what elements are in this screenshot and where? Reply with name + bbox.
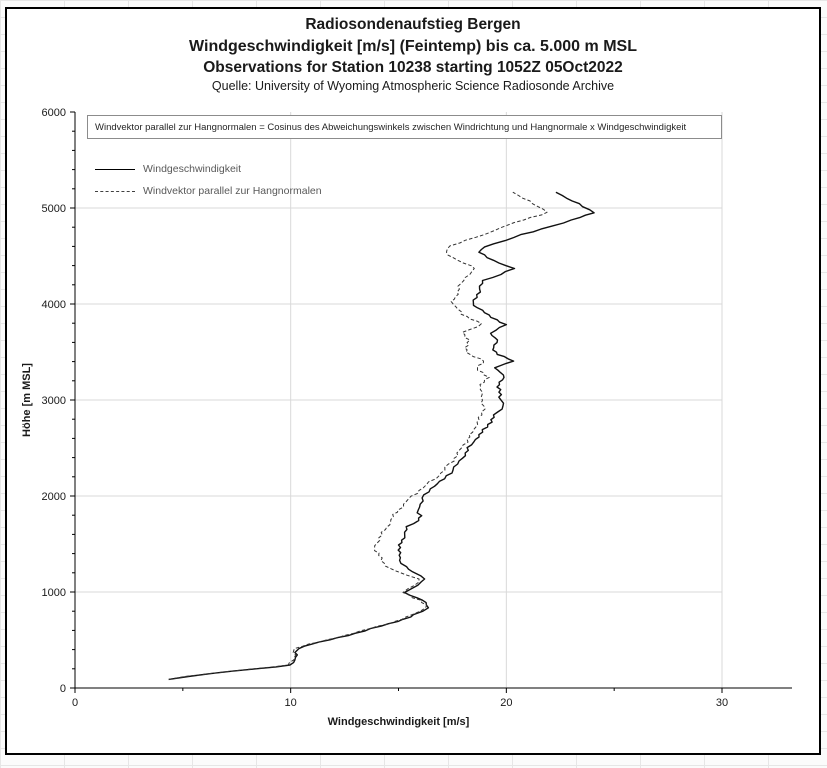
chart-area: Radiosondenaufstieg Bergen Windgeschwind… [5, 7, 821, 755]
chart-title-block: Radiosondenaufstieg Bergen Windgeschwind… [7, 15, 819, 96]
annotation-text: Windvektor parallel zur Hangnormalen = C… [95, 121, 687, 133]
legend-dashed-line-swatch [95, 190, 135, 192]
series-windvektor-parallel-hangnormale [168, 191, 548, 680]
chart-title-line1: Radiosondenaufstieg Bergen [305, 16, 521, 33]
y-tick-label: 4000 [42, 299, 66, 311]
legend: Windgeschwindigkeit Windvektor parallel … [95, 158, 322, 202]
legend-item-windvektor: Windvektor parallel zur Hangnormalen [95, 180, 322, 202]
legend-item-windgeschwindigkeit: Windgeschwindigkeit [95, 158, 322, 180]
chart-title-line2: Windgeschwindigkeit [m/s] (Feintemp) bis… [189, 37, 637, 55]
x-tick-label: 0 [72, 697, 78, 709]
legend-solid-line-swatch [95, 168, 135, 170]
y-tick-label: 3000 [42, 395, 66, 407]
x-tick-label: 10 [285, 697, 297, 709]
y-tick-label: 1000 [42, 587, 66, 599]
annotation-box: Windvektor parallel zur Hangnormalen = C… [87, 115, 722, 139]
x-axis-title: Windgeschwindigkeit [m/s] [328, 716, 470, 728]
y-axis-title: Höhe [m MSL] [21, 363, 33, 437]
legend-label: Windgeschwindigkeit [143, 163, 242, 175]
chart-source-line: Quelle: University of Wyoming Atmospheri… [211, 79, 615, 94]
y-tick-label: 5000 [42, 203, 66, 215]
wind-profile-plot: 0 1000 2000 3000 4000 5000 6000 0 10 20 30 Höhe [m … [21, 107, 792, 728]
y-tick-label: 0 [60, 683, 66, 695]
x-tick-label: 30 [716, 697, 728, 709]
y-tick-label: 6000 [42, 107, 66, 119]
x-tick-label: 20 [500, 697, 512, 709]
series-windgeschwindigkeit [168, 191, 595, 681]
chart-title-line3: Observations for Station 10238 starting … [203, 58, 623, 76]
legend-label: Windvektor parallel zur Hangnormalen [143, 185, 322, 197]
y-tick-label: 2000 [42, 491, 66, 503]
